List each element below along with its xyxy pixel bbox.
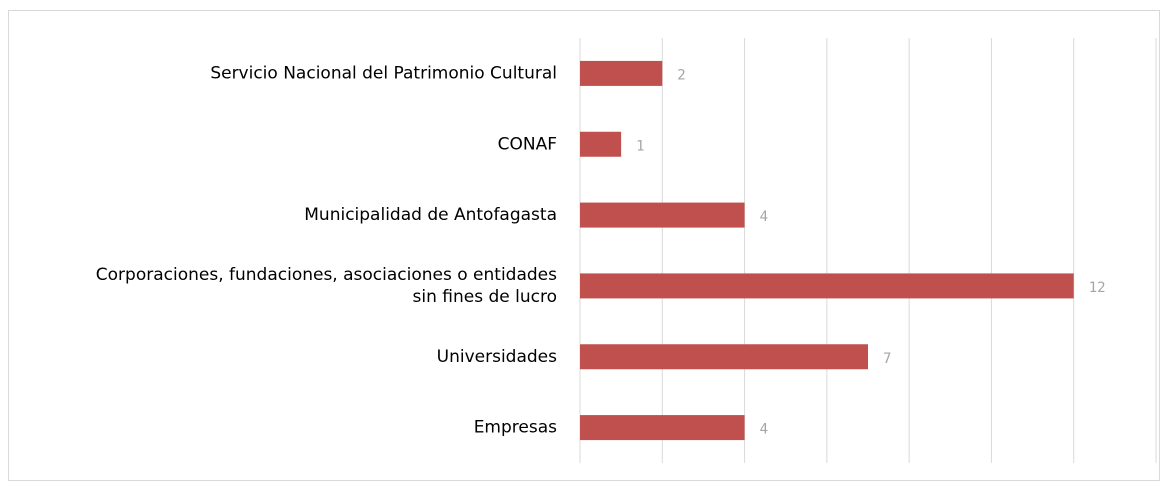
category-label: Universidades	[437, 347, 557, 367]
bar	[580, 415, 745, 441]
category-label: Corporaciones, fundaciones, asociaciones…	[96, 265, 557, 307]
data-label: 4	[760, 422, 768, 438]
bar	[580, 131, 622, 157]
data-label: 7	[883, 351, 891, 367]
chart-border	[8, 10, 1160, 481]
data-label: 12	[1089, 280, 1106, 296]
data-label: 2	[677, 67, 685, 83]
category-label: Municipalidad de Antofagasta	[304, 205, 557, 225]
bar	[580, 60, 663, 86]
category-label: Empresas	[474, 418, 557, 438]
data-label: 1	[636, 138, 644, 154]
bar	[580, 273, 1074, 299]
data-label: 4	[760, 209, 768, 225]
category-label: Servicio Nacional del Patrimonio Cultura…	[210, 63, 557, 83]
bar	[580, 202, 745, 228]
category-label: CONAF	[498, 134, 557, 154]
bar	[580, 344, 868, 370]
